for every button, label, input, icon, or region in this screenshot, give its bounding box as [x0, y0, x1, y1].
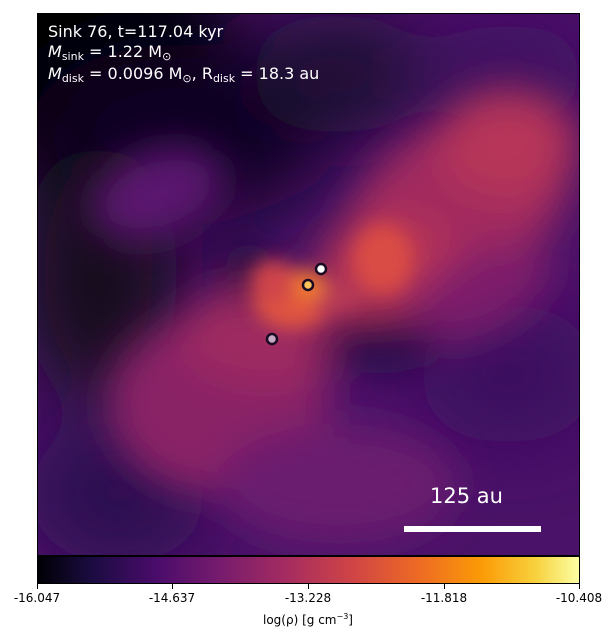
colorbar-tick: [444, 584, 445, 589]
colorbar-tick: [37, 584, 38, 589]
colorbar-title: log(ρ) [g cm−3]: [263, 612, 353, 627]
colorbar-tick-label: -11.818: [420, 591, 468, 605]
sink-upper: [314, 262, 328, 276]
scale-bar-label: 125 au: [430, 484, 503, 508]
colorbar-tick-label: -14.637: [148, 591, 196, 605]
colorbar-tick-label: -16.047: [13, 591, 61, 605]
sink-time-label: Sink 76, t=117.04 kyr: [48, 22, 224, 41]
disk-properties-label: Mdisk = 0.0096 M⊙, Rdisk = 18.3 au: [48, 64, 320, 85]
density-map-panel: Sink 76, t=117.04 kyr Msink = 1.22 M⊙ Md…: [37, 13, 580, 556]
colorbar-tick: [172, 584, 173, 589]
colorbar-tick-label: -10.408: [555, 591, 603, 605]
colorbar-tick-label: -13.228: [284, 591, 332, 605]
sink-mass-label: Msink = 1.22 M⊙: [48, 42, 172, 63]
colorbar: [37, 556, 580, 584]
sink-lower: [265, 332, 279, 346]
scale-bar: [404, 526, 541, 532]
sink-central: [301, 278, 315, 292]
colorbar-tick: [579, 584, 580, 589]
colorbar-tick: [308, 584, 309, 589]
density-map: [38, 14, 579, 555]
